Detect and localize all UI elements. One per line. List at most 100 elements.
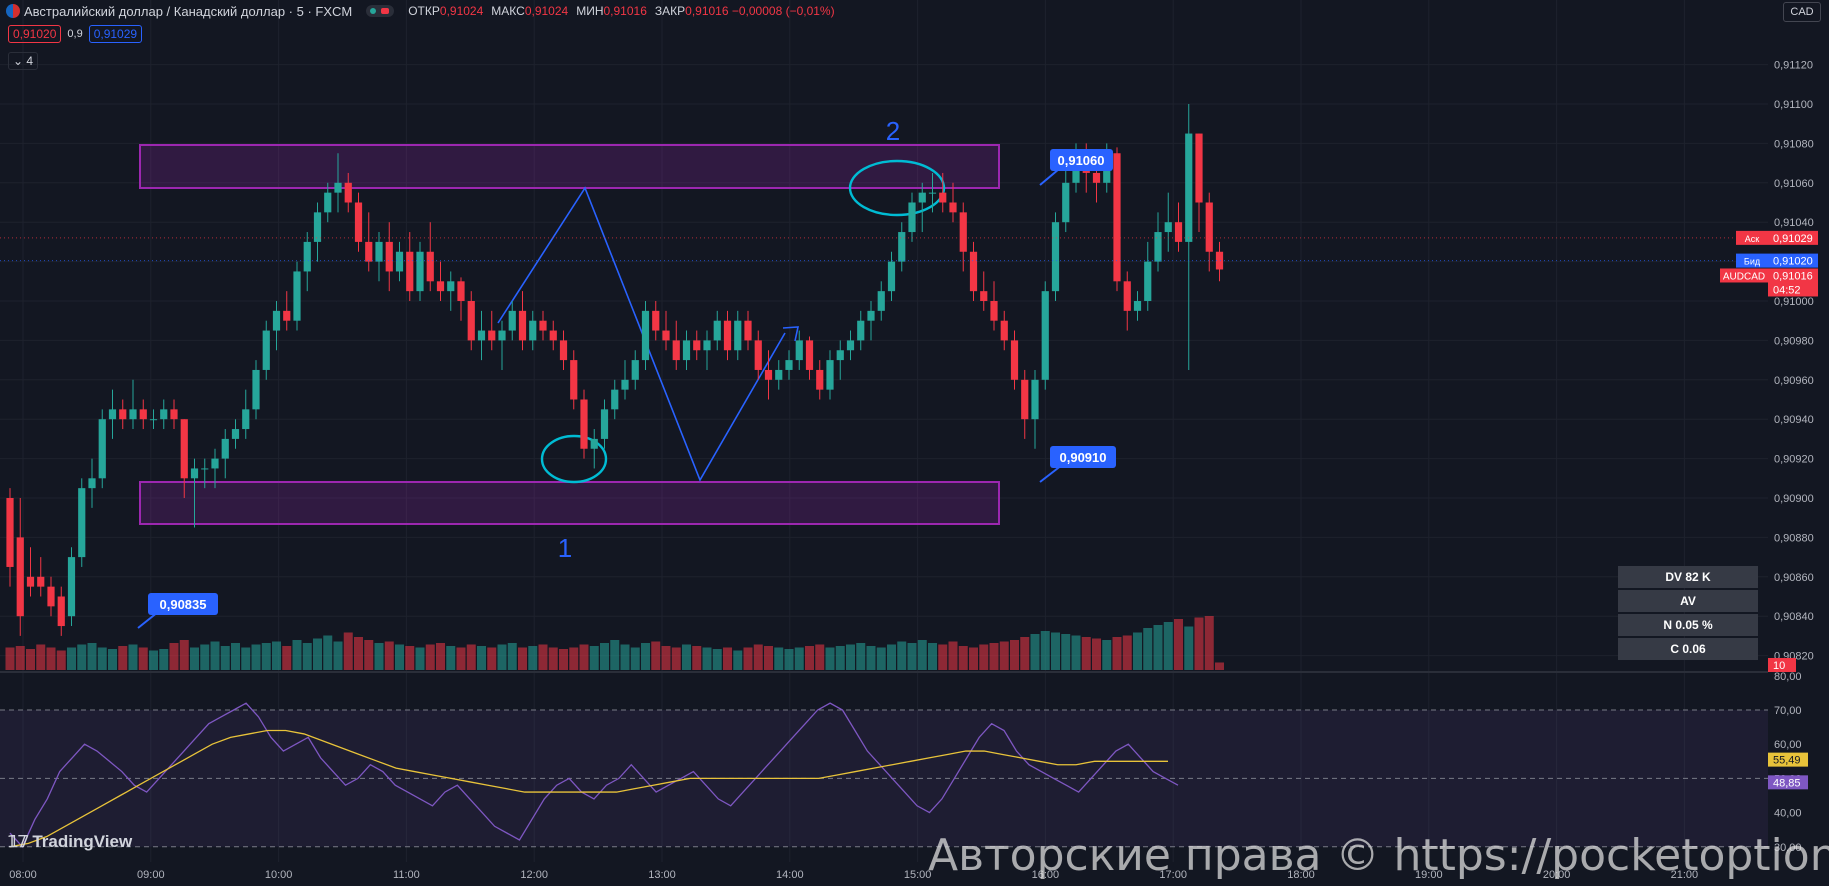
callout-90835-box[interactable]: [148, 593, 218, 615]
candle[interactable]: [518, 291, 527, 351]
time-axis[interactable]: 08:00 09:00 10:00 11:00 12:00 13:00 14:00 15:00…: [0, 862, 1829, 886]
candle[interactable]: [652, 301, 660, 341]
candle[interactable]: [846, 330, 855, 361]
candle[interactable]: [1123, 271, 1131, 331]
candle[interactable]: [703, 330, 711, 370]
candle[interactable]: [539, 310, 547, 341]
candle[interactable]: [160, 399, 168, 430]
candle[interactable]: [180, 419, 188, 498]
market-status-icon[interactable]: [366, 5, 395, 17]
candle[interactable]: [365, 212, 373, 272]
candle[interactable]: [139, 399, 147, 430]
circle-top[interactable]: [848, 159, 946, 217]
candle[interactable]: [436, 261, 445, 301]
callout-90910-box[interactable]: [1050, 446, 1116, 468]
candle[interactable]: [1031, 369, 1039, 449]
candle[interactable]: [395, 241, 404, 282]
candle[interactable]: [447, 271, 455, 311]
candle[interactable]: [324, 182, 332, 223]
candle[interactable]: [857, 310, 865, 351]
candle[interactable]: [457, 277, 465, 321]
candle[interactable]: [969, 241, 978, 301]
candle[interactable]: [211, 448, 219, 489]
candle[interactable]: [1062, 163, 1070, 233]
candle[interactable]: [221, 429, 229, 479]
candle[interactable]: [334, 153, 342, 213]
candle[interactable]: [416, 241, 424, 301]
candle[interactable]: [1000, 310, 1008, 351]
candle[interactable]: [149, 409, 158, 430]
candle[interactable]: [693, 330, 701, 361]
candle[interactable]: [6, 488, 14, 587]
candle[interactable]: [129, 379, 137, 430]
candle[interactable]: [1195, 133, 1203, 233]
candle[interactable]: [836, 340, 844, 380]
candle[interactable]: [231, 419, 240, 449]
candle[interactable]: [959, 202, 967, 272]
candle[interactable]: [898, 222, 906, 272]
rsi-line[interactable]: [9, 702, 1179, 848]
candle[interactable]: [508, 301, 516, 341]
candle[interactable]: [867, 301, 875, 341]
indicators-toggle-button[interactable]: ⌄ 4: [8, 52, 39, 70]
candle[interactable]: [529, 310, 537, 351]
candle[interactable]: [816, 360, 824, 400]
candle[interactable]: [26, 547, 35, 597]
candle[interactable]: [764, 350, 773, 400]
candle[interactable]: [385, 222, 393, 292]
candle[interactable]: [272, 301, 281, 351]
candle[interactable]: [262, 320, 270, 380]
candle[interactable]: [887, 251, 896, 301]
candle[interactable]: [477, 310, 486, 361]
candle[interactable]: [344, 172, 352, 213]
candle[interactable]: [795, 330, 803, 370]
resistance-zone[interactable]: [139, 144, 1000, 189]
candle[interactable]: [1154, 212, 1162, 272]
candle[interactable]: [488, 310, 496, 351]
candle[interactable]: [590, 429, 598, 469]
candle[interactable]: [354, 192, 363, 252]
candle[interactable]: [119, 399, 127, 430]
currency-selector[interactable]: CAD: [1783, 2, 1821, 22]
candle[interactable]: [908, 192, 916, 242]
candle[interactable]: [1205, 192, 1213, 272]
candle[interactable]: [303, 232, 311, 292]
candle[interactable]: [559, 330, 568, 370]
candle[interactable]: [682, 330, 691, 370]
candle[interactable]: [1021, 369, 1029, 439]
candle[interactable]: [744, 310, 752, 351]
candle[interactable]: [631, 350, 639, 390]
candle[interactable]: [47, 576, 55, 617]
candle[interactable]: [621, 360, 629, 400]
candle[interactable]: [713, 310, 721, 351]
candle[interactable]: [611, 379, 619, 420]
pattern-zigzag-line[interactable]: [497, 186, 786, 482]
candle[interactable]: [990, 281, 998, 331]
sell-price-button[interactable]: 0,91020: [8, 25, 62, 43]
candle[interactable]: [190, 458, 199, 528]
candle[interactable]: [1185, 104, 1193, 370]
candle[interactable]: [1215, 241, 1224, 282]
candle[interactable]: [672, 320, 680, 370]
candle[interactable]: [426, 222, 434, 292]
candle[interactable]: [1144, 241, 1152, 311]
candle[interactable]: [570, 350, 578, 410]
candle[interactable]: [826, 350, 834, 400]
candle[interactable]: [877, 281, 885, 321]
candle[interactable]: [108, 389, 117, 439]
candle[interactable]: [1113, 147, 1121, 292]
candle[interactable]: [57, 586, 65, 636]
circle-bottom[interactable]: [540, 434, 608, 484]
candle[interactable]: [293, 261, 301, 331]
symbol-title[interactable]: Австралийский доллар / Канадский доллар …: [24, 3, 353, 19]
rsi-ma-line[interactable]: [9, 729, 1168, 848]
tradingview-logo[interactable]: 𝟙𝟟 TradingView: [8, 832, 133, 851]
candle[interactable]: [723, 310, 732, 361]
candle[interactable]: [242, 389, 250, 439]
candle[interactable]: [662, 310, 670, 351]
candle[interactable]: [88, 458, 96, 508]
candle[interactable]: [201, 458, 209, 489]
candle[interactable]: [980, 271, 988, 311]
candle[interactable]: [67, 547, 76, 627]
candle[interactable]: [406, 232, 414, 301]
